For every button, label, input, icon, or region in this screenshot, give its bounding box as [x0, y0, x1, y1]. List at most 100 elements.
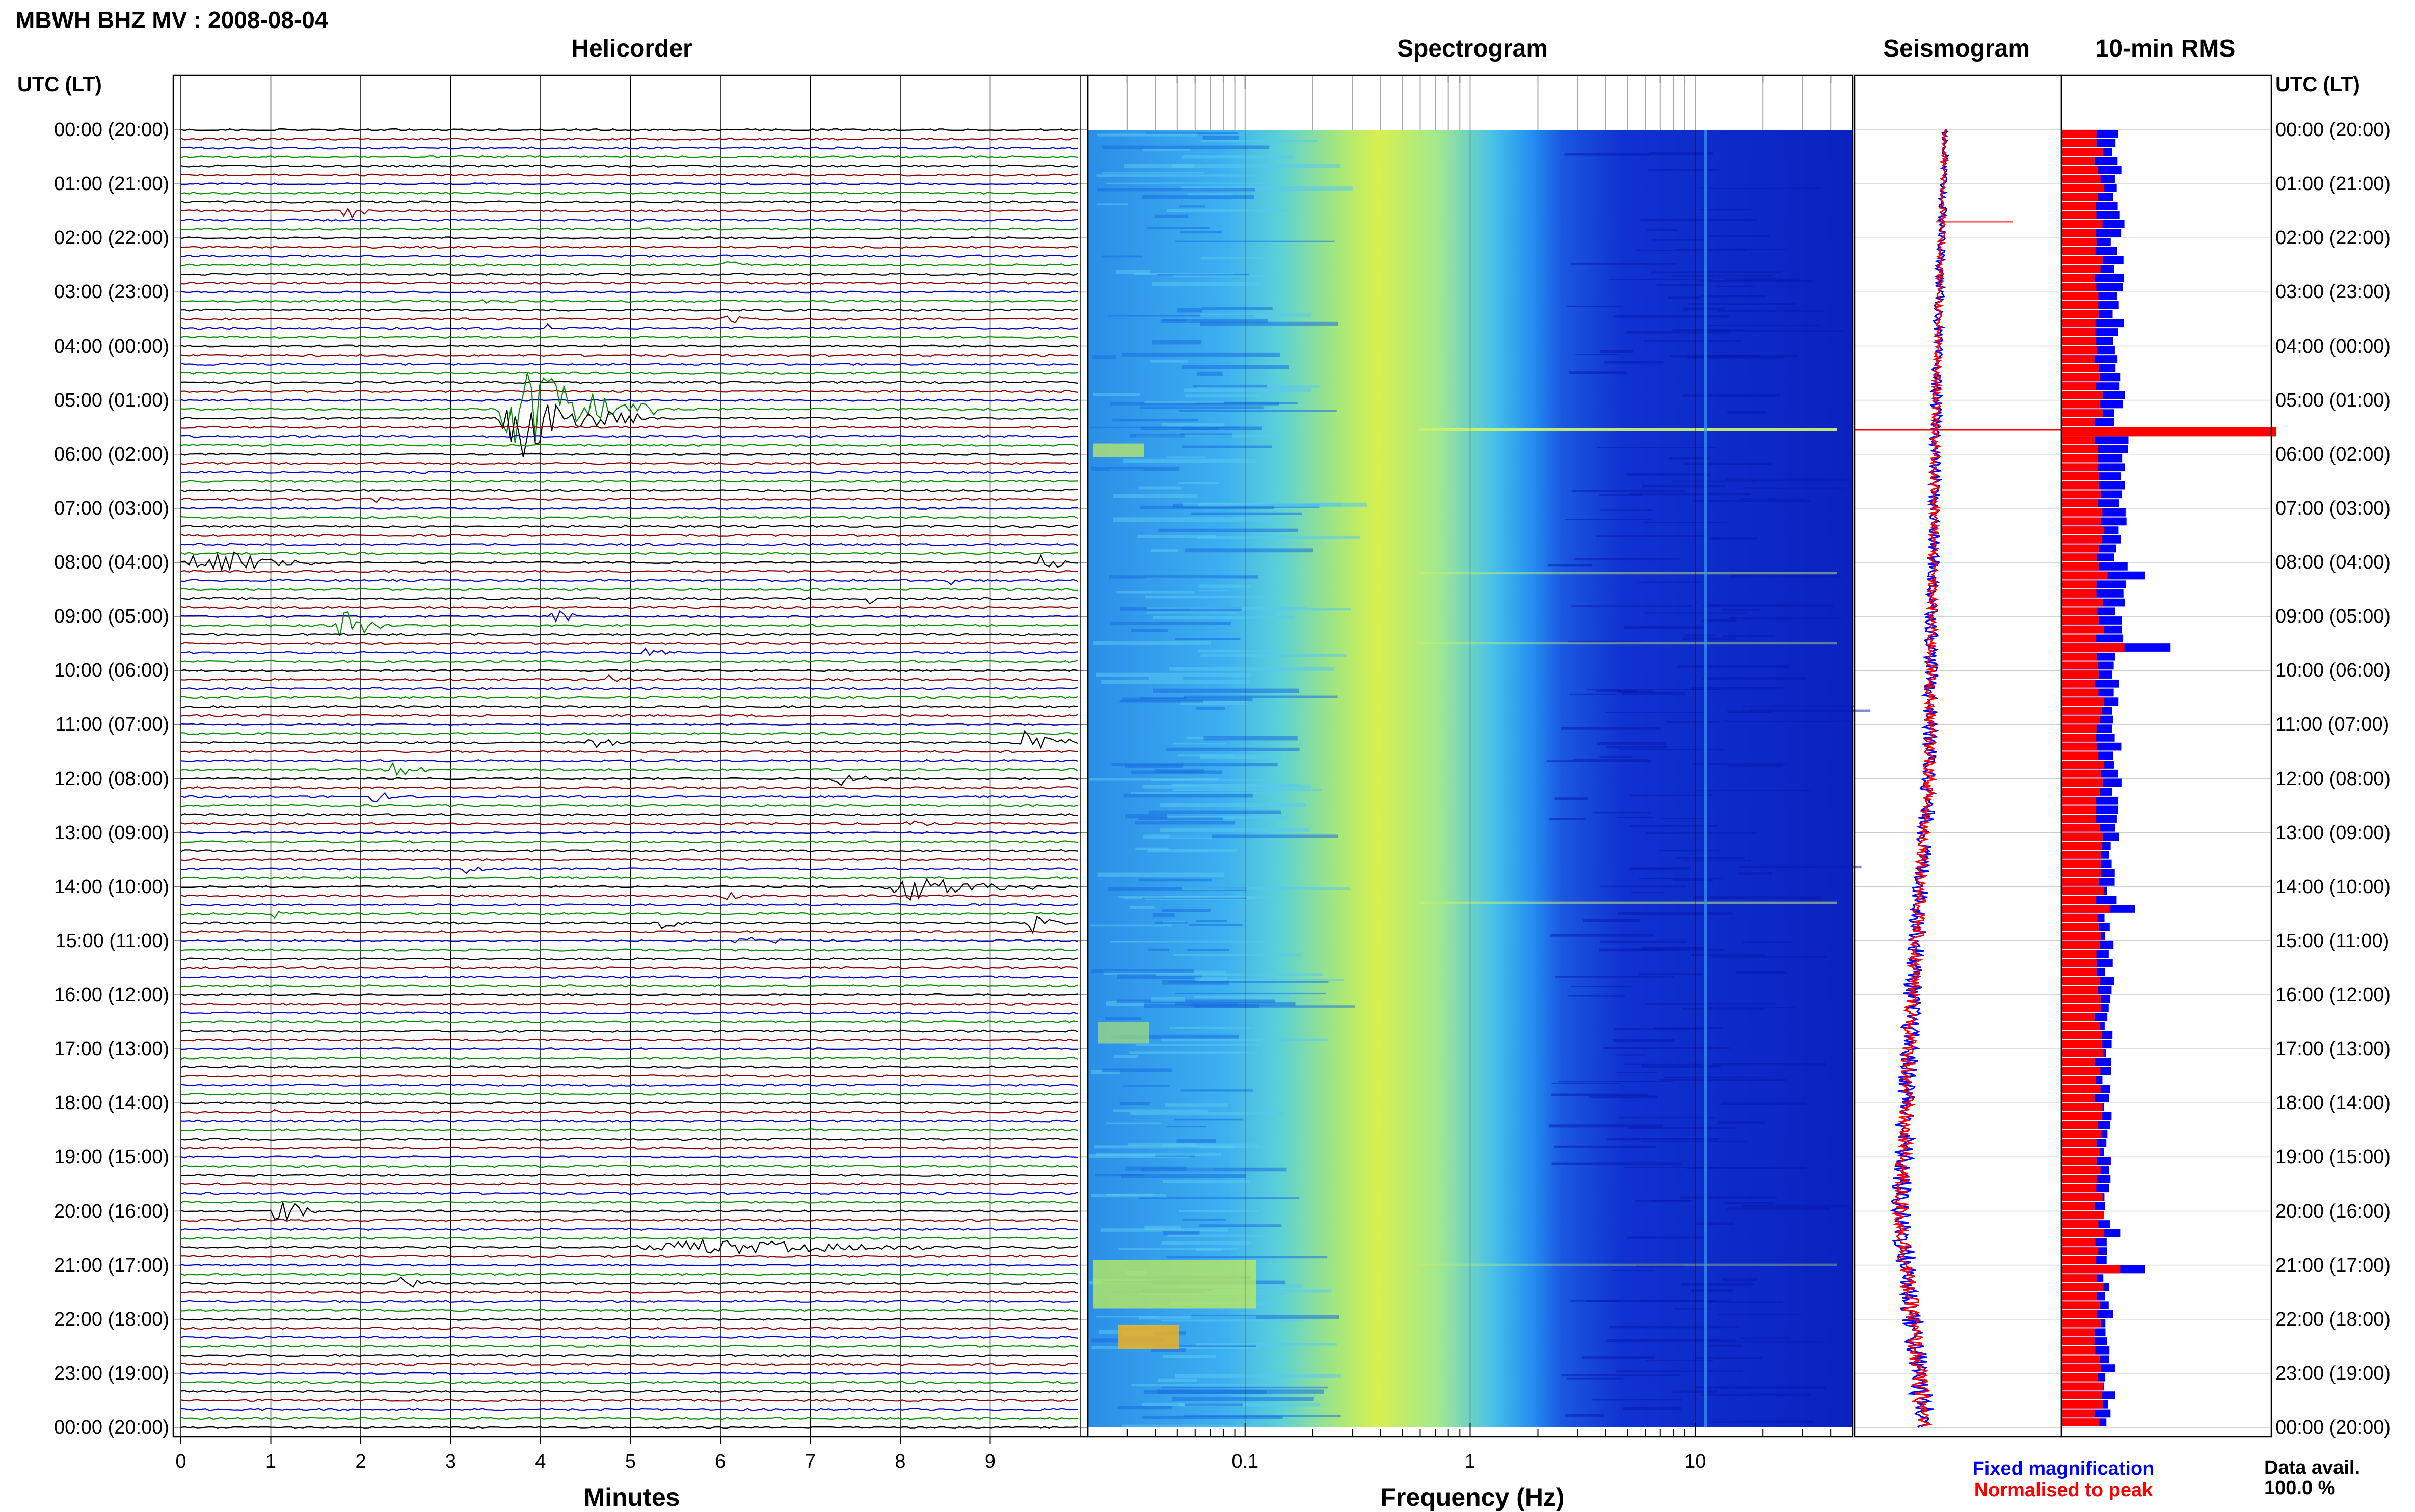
helicorder-trace — [180, 759, 1078, 763]
rms-bar — [2061, 932, 2101, 940]
helicorder-trace — [180, 489, 1078, 492]
spectrogram-streak — [1588, 1095, 1658, 1099]
rms-bar — [2061, 472, 2100, 480]
spectrogram-event-line — [1419, 1263, 1837, 1266]
time-label-right: 05:00 (01:00) — [2275, 389, 2391, 411]
rms-bar — [2061, 1283, 2104, 1291]
spectrogram-streak — [1131, 1384, 1287, 1387]
spectrogram-streak — [1138, 878, 1212, 882]
spectrogram-streak — [1093, 641, 1211, 645]
spectrogram-streak — [1110, 402, 1279, 406]
spectrogram-streak — [1142, 195, 1255, 199]
spectrogram-streak — [1173, 743, 1226, 745]
helicorder-trace — [180, 191, 1078, 195]
spectrogram-streak — [1090, 1070, 1120, 1075]
spectrogram-streak — [1184, 394, 1262, 398]
rms-bar — [2061, 986, 2098, 994]
spectrogram-streak — [1555, 976, 1674, 978]
spectrogram-streak — [1197, 371, 1223, 376]
panel-frame — [1087, 74, 1854, 1438]
rms-bar — [2061, 328, 2096, 336]
spectrogram-streak — [1166, 209, 1286, 212]
helicorder-trace — [180, 497, 1078, 503]
spectrogram-streak — [1102, 172, 1204, 174]
spectrogram-streak — [1717, 310, 1824, 312]
time-label-left: 14:00 (10:00) — [53, 876, 169, 898]
spectrogram-event-line — [1419, 428, 1837, 431]
rms-bar — [2061, 959, 2097, 967]
spectrogram-streak — [1570, 1300, 1620, 1302]
spectrogram-streak — [1202, 307, 1273, 310]
spectrogram-event-line — [1419, 642, 1837, 645]
rms-bar — [2061, 923, 2099, 931]
rms-bar — [2061, 346, 2098, 355]
rms-bar — [2061, 1076, 2096, 1084]
helicorder-trace — [180, 730, 1078, 750]
spectrogram-streak — [1660, 818, 1709, 819]
helicorder-trace — [180, 479, 1078, 483]
spectrogram-streak — [1699, 187, 1821, 189]
rms-bar — [2061, 157, 2095, 165]
spectrogram-streak — [1135, 847, 1169, 850]
spectrogram-streak — [1193, 385, 1267, 388]
time-label-left: 18:00 (14:00) — [53, 1092, 169, 1114]
spectrogram-streak — [1197, 535, 1360, 539]
rms-bar — [2061, 517, 2101, 526]
spectrogram-streak — [1172, 784, 1300, 786]
time-label-right: 04:00 (00:00) — [2275, 335, 2391, 357]
rms-bar — [2061, 940, 2100, 949]
time-label-right: 03:00 (23:00) — [2275, 281, 2391, 303]
spectrogram-streak — [1700, 209, 1751, 211]
spectrogram-streak — [1637, 581, 1701, 583]
spectrogram-streak — [1701, 295, 1767, 298]
spectrogram-streak — [1672, 480, 1758, 483]
spectrogram-streak — [1739, 1337, 1790, 1339]
spectrogram-streak — [1743, 487, 1845, 489]
helicorder-trace — [180, 1335, 1078, 1339]
spectrogram-streak — [1153, 1345, 1256, 1347]
rms-bar — [2061, 229, 2096, 237]
spectrogram-streak — [1564, 153, 1650, 156]
helicorder-trace — [180, 858, 1078, 861]
time-label-left: 08:00 (04:00) — [53, 552, 169, 573]
helicorder-trace — [180, 1263, 1078, 1267]
helicorder-trace — [180, 993, 1078, 997]
spectrogram-streak — [1175, 1002, 1296, 1006]
spectrogram-streak — [1654, 1027, 1724, 1029]
spectrogram-streak — [1631, 892, 1664, 894]
spectrogram-streak — [1101, 1228, 1228, 1232]
spectrogram-streak — [1682, 860, 1752, 861]
helicorder-x-tick-label: 6 — [715, 1451, 726, 1472]
spectrogram-streak — [1163, 319, 1186, 321]
helicorder-trace — [180, 1408, 1078, 1411]
helicorder-trace — [180, 831, 1078, 834]
spectrogram-streak — [1198, 584, 1251, 588]
helicorder-trace — [180, 849, 1078, 853]
helicorder-x-tick-label: 1 — [265, 1451, 277, 1472]
time-label-right: 11:00 (07:00) — [2275, 714, 2390, 736]
spectrogram-streak — [1616, 817, 1655, 818]
rms-bar — [2061, 1292, 2097, 1301]
spectrogram-streak — [1144, 1004, 1259, 1008]
rms-bar — [2061, 950, 2097, 958]
spectrogram-streak — [1198, 589, 1228, 592]
helicorder-trace — [181, 227, 1078, 231]
rms-bar — [2061, 886, 2104, 895]
spectrogram-streak — [1140, 505, 1274, 509]
rms-bar — [2061, 1193, 2103, 1201]
spectrogram-streak — [1549, 818, 1585, 820]
rms-bar — [2061, 707, 2102, 715]
rms-bar — [2061, 535, 2102, 544]
spectrogram-streak — [1088, 1154, 1191, 1158]
rms-bar — [2061, 967, 2097, 976]
rms-bar — [2061, 355, 2095, 363]
spectrogram-streak — [1096, 672, 1251, 677]
helicorder-trace — [180, 1363, 1078, 1366]
spectrogram-streak — [1690, 1289, 1733, 1292]
rms-bar — [2061, 202, 2096, 210]
helicorder-trace — [180, 1011, 1078, 1015]
spectrogram-streak — [1142, 784, 1312, 789]
rms-bar — [2061, 778, 2104, 787]
rms-bar — [2061, 211, 2097, 219]
spectrogram-streak — [1140, 426, 1262, 430]
